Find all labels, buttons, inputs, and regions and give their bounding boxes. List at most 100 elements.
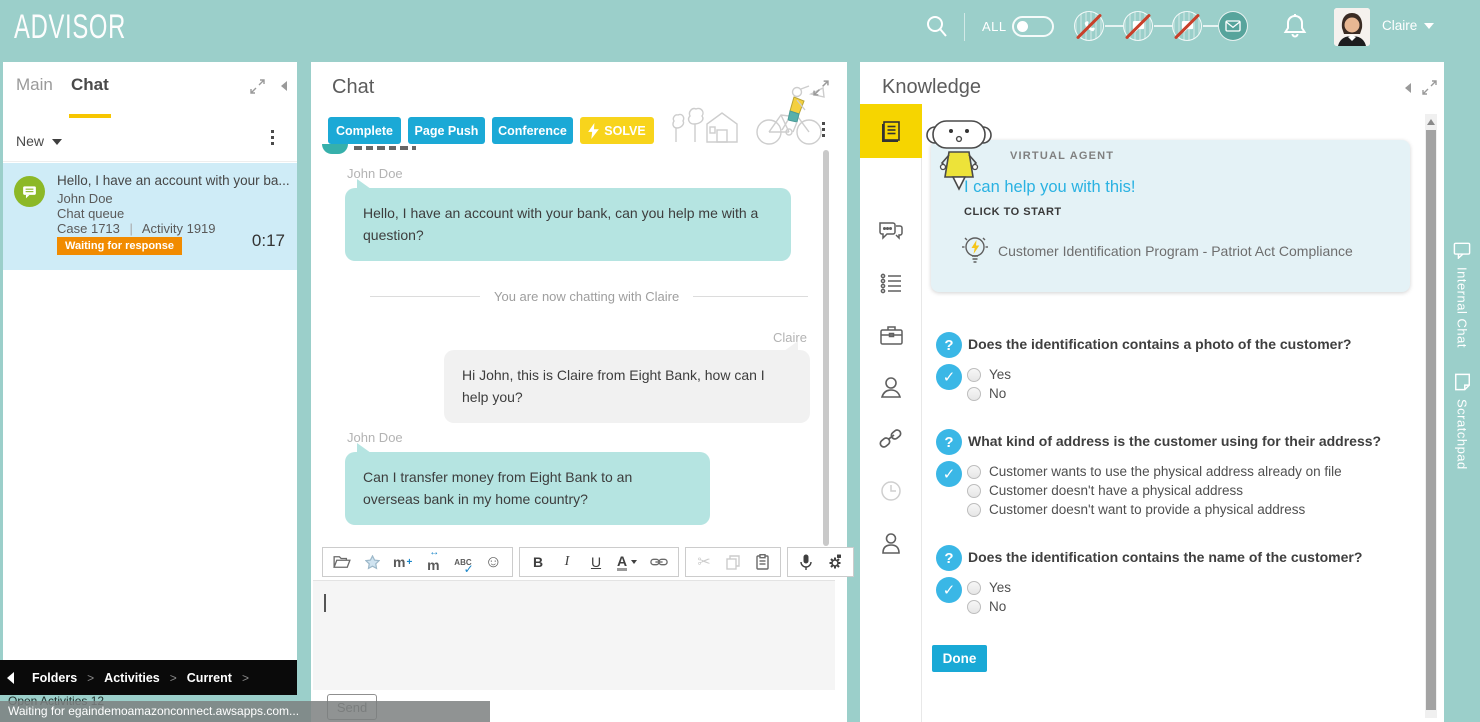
radio-icon[interactable] bbox=[967, 502, 981, 517]
paste-icon[interactable] bbox=[754, 551, 770, 573]
spellcheck-icon[interactable]: ABC ✓ bbox=[454, 557, 474, 577]
notifications-bell-icon[interactable] bbox=[1283, 13, 1307, 41]
phone-channel-icon[interactable] bbox=[1074, 11, 1104, 41]
expand-panel-icon[interactable] bbox=[1422, 80, 1437, 95]
bold-button[interactable]: B bbox=[532, 554, 544, 570]
expand-panel-icon[interactable] bbox=[250, 79, 265, 94]
cut-icon[interactable]: ✂ bbox=[697, 554, 711, 571]
internal-chat-tab[interactable]: Internal Chat bbox=[1444, 242, 1480, 348]
expand-panel-icon[interactable] bbox=[813, 80, 829, 96]
status-toast: Waiting for egaindemoamazonconnect.awsap… bbox=[0, 701, 490, 722]
chat-activity-list-item[interactable]: Hello, I have an account with your ba...… bbox=[3, 163, 297, 270]
scratchpad-tab[interactable]: Scratchpad bbox=[1444, 373, 1480, 470]
rail-history-clock-icon[interactable] bbox=[860, 464, 922, 518]
email-channel-icon[interactable] bbox=[1218, 11, 1248, 41]
attach-template-icon[interactable] bbox=[333, 551, 351, 573]
done-button[interactable]: Done bbox=[932, 645, 987, 672]
header-divider bbox=[964, 13, 965, 41]
disabled-slash-icon bbox=[1173, 12, 1201, 40]
breadcrumb-current[interactable]: Current bbox=[186, 670, 232, 685]
voice-settings-gear-icon[interactable] bbox=[827, 551, 843, 573]
notepad-icon bbox=[1454, 373, 1470, 391]
conference-button[interactable]: Conference bbox=[492, 117, 573, 144]
rail-customer-icon[interactable] bbox=[860, 360, 922, 414]
transcript-scrollbar[interactable] bbox=[823, 150, 829, 546]
disabled-slash-icon bbox=[1124, 12, 1152, 40]
user-avatar[interactable] bbox=[1334, 8, 1370, 46]
tab-chat[interactable]: Chat bbox=[71, 75, 109, 94]
rail-topics-list-icon[interactable] bbox=[860, 256, 922, 310]
list-options-kebab-icon[interactable] bbox=[271, 130, 274, 145]
question-text: Does the identification contains the nam… bbox=[968, 549, 1363, 565]
queue-name: Chat queue bbox=[57, 206, 125, 221]
user-menu[interactable]: Claire bbox=[1382, 18, 1435, 33]
underline-button[interactable]: U bbox=[590, 554, 602, 570]
scrollbar-thumb[interactable] bbox=[1426, 130, 1436, 710]
rail-chat-suggestions-icon[interactable] bbox=[860, 204, 922, 258]
chevron-right-icon: > bbox=[241, 670, 249, 685]
user-name: Claire bbox=[1382, 18, 1418, 33]
complete-button[interactable]: Complete bbox=[328, 117, 401, 144]
expand-macro-icon[interactable]: ↔ m bbox=[427, 547, 440, 573]
question-icon: ? bbox=[936, 429, 962, 455]
chain-connector bbox=[1154, 25, 1172, 27]
suggested-article-link[interactable]: Customer Identification Program - Patrio… bbox=[998, 243, 1353, 259]
breadcrumb-folders[interactable]: Folders bbox=[32, 670, 78, 685]
font-color-button[interactable]: A bbox=[617, 551, 638, 573]
panel-title: Chat bbox=[332, 76, 375, 98]
availability-toggle[interactable] bbox=[1012, 16, 1054, 37]
message-input[interactable] bbox=[313, 580, 835, 690]
rail-links-icon[interactable] bbox=[860, 412, 922, 466]
question-text: Does the identification contains a photo… bbox=[968, 336, 1352, 352]
text-cursor bbox=[324, 594, 326, 612]
radio-option[interactable]: Customer wants to use the physical addre… bbox=[967, 464, 1342, 479]
rail-profile-icon[interactable] bbox=[860, 516, 922, 570]
virtual-agent-label: VIRTUAL AGENT bbox=[1010, 150, 1115, 162]
emoji-icon[interactable]: ☺ bbox=[484, 552, 502, 571]
activity-subject: Hello, I have an account with your ba... bbox=[57, 173, 289, 188]
messaging-channel-icon[interactable] bbox=[1172, 11, 1202, 41]
rail-briefcase-icon[interactable] bbox=[860, 308, 922, 362]
virtual-agent-card[interactable] bbox=[931, 140, 1410, 292]
breadcrumb-back-icon[interactable] bbox=[7, 671, 14, 684]
radio-option[interactable]: No bbox=[967, 386, 1006, 401]
radio-option[interactable]: Customer doesn't want to provide a physi… bbox=[967, 502, 1305, 517]
quick-response-icon[interactable] bbox=[364, 551, 380, 573]
filter-dropdown[interactable]: New bbox=[16, 133, 63, 149]
radio-icon[interactable] bbox=[967, 367, 981, 382]
radio-icon[interactable] bbox=[967, 580, 981, 595]
virtual-agent-cta[interactable]: CLICK TO START bbox=[964, 206, 1062, 218]
case-id: Case 1713 bbox=[57, 221, 120, 236]
knowledge-panel: Knowledge bbox=[860, 62, 1444, 722]
radio-icon[interactable] bbox=[967, 599, 981, 614]
collapse-panel-icon[interactable] bbox=[281, 81, 287, 91]
page-push-button[interactable]: Page Push bbox=[408, 117, 485, 144]
radio-option[interactable]: Customer doesn't have a physical address bbox=[967, 483, 1243, 498]
knowledge-scrollbar[interactable] bbox=[1425, 114, 1437, 718]
rail-article-icon[interactable] bbox=[860, 104, 922, 158]
radio-icon[interactable] bbox=[967, 483, 981, 498]
tab-main[interactable]: Main bbox=[16, 75, 53, 94]
bicycle-illustration bbox=[669, 82, 829, 148]
radio-icon[interactable] bbox=[967, 464, 981, 479]
solve-button[interactable]: SOLVE bbox=[580, 117, 654, 144]
radio-option[interactable]: Yes bbox=[967, 367, 1011, 382]
microphone-icon[interactable] bbox=[798, 551, 814, 573]
chat-options-kebab-icon[interactable] bbox=[822, 122, 825, 137]
add-macro-icon[interactable]: m + bbox=[393, 554, 413, 570]
customer-message-bubble: Hello, I have an account with your bank,… bbox=[345, 178, 791, 262]
collapse-panel-icon[interactable] bbox=[1405, 83, 1411, 93]
search-icon[interactable] bbox=[925, 14, 949, 40]
scroll-up-icon[interactable] bbox=[1427, 119, 1435, 125]
lightbulb-icon bbox=[960, 234, 990, 266]
breadcrumb-activities[interactable]: Activities bbox=[104, 670, 160, 685]
radio-option[interactable]: Yes bbox=[967, 580, 1011, 595]
list-filter-row: New bbox=[3, 120, 297, 162]
radio-option[interactable]: No bbox=[967, 599, 1006, 614]
insert-link-icon[interactable] bbox=[650, 551, 668, 573]
copy-icon[interactable] bbox=[725, 551, 741, 573]
italic-button[interactable]: I bbox=[564, 554, 570, 569]
chat-channel-icon[interactable] bbox=[1123, 11, 1153, 41]
radio-icon[interactable] bbox=[967, 386, 981, 401]
